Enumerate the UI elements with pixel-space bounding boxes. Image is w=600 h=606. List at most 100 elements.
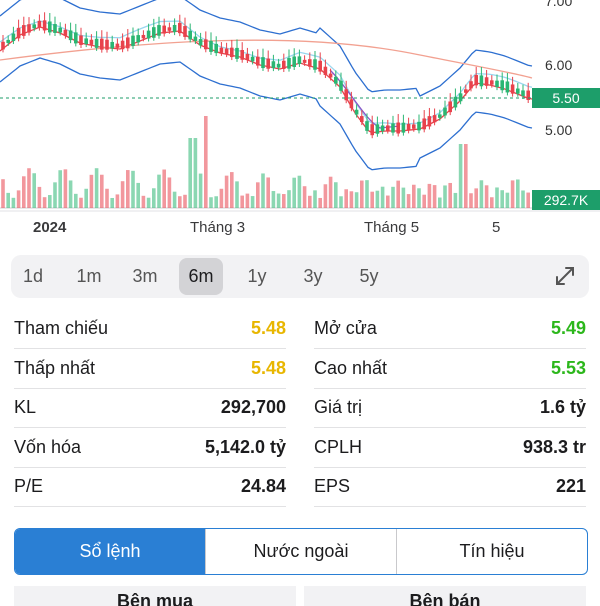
volume-bar [412, 184, 416, 208]
candle-body [282, 60, 286, 69]
volume-bar [74, 193, 78, 208]
volume-bar [443, 185, 447, 208]
volume-bar [146, 197, 151, 208]
volume-bar [458, 144, 463, 208]
y-tick-5: 5.00 [545, 122, 573, 138]
volume-bar [464, 144, 468, 208]
price-chart[interactable] [0, 0, 600, 212]
volume-bar [204, 116, 208, 208]
candle-body [152, 27, 156, 38]
candle-body [406, 123, 411, 131]
tab-foreign[interactable]: Nước ngoài [205, 529, 396, 574]
candle-body [328, 73, 333, 78]
candle-body [495, 80, 499, 88]
candle-body [198, 39, 203, 46]
tab-signals[interactable]: Tín hiệu [396, 529, 587, 574]
volume-bar [453, 192, 458, 208]
volume-bar [100, 174, 104, 208]
volume-bar [42, 197, 47, 208]
candle-body [292, 56, 296, 67]
volume-bar [53, 182, 57, 208]
range-3y[interactable]: 3y [303, 266, 323, 286]
stat-left-value: 5,142.0 tỷ [204, 436, 286, 457]
volume-bar [375, 190, 380, 208]
candle-body [172, 24, 177, 33]
stat-left-value: 5.48 [250, 357, 286, 378]
range-1m[interactable]: 1m [76, 266, 102, 286]
stat-left-row: Thấp nhất 5.48 [14, 350, 286, 389]
volume-bar [79, 197, 83, 208]
candle-body [474, 74, 478, 86]
candle-body [453, 96, 458, 108]
volume-bar [172, 191, 177, 208]
volume-bar [313, 190, 317, 208]
range-3m[interactable]: 3m [132, 266, 158, 286]
stat-right-row: EPS 221 [314, 468, 586, 507]
volume-bar [167, 177, 172, 208]
candle-body [256, 56, 260, 66]
x-label-march: Tháng 3 [190, 219, 246, 236]
candle-body [100, 38, 104, 50]
volume-bar [1, 179, 5, 208]
stat-left-row: KL 292,700 [14, 389, 286, 428]
moving-average-red-line [0, 26, 533, 134]
candle-body [339, 80, 343, 91]
volume-bar [266, 177, 270, 208]
stat-left-label: Vốn hóa [14, 436, 82, 457]
candle-body [427, 116, 432, 127]
candle-body [271, 61, 276, 69]
candle-body [94, 38, 99, 48]
candle-body [443, 107, 447, 116]
stat-right-label: Giá trị [314, 397, 363, 417]
volume-bar [302, 186, 307, 208]
candle-body [6, 39, 10, 43]
stat-right-value: 1.6 tỷ [539, 397, 586, 417]
volume-bar [183, 194, 187, 208]
stat-right-row: Giá trị 1.6 tỷ [314, 389, 586, 428]
candle-body [126, 37, 130, 49]
tab-order-book[interactable]: Sổ lệnh [15, 529, 205, 574]
sell-side-header[interactable]: Bên bán [304, 586, 586, 606]
volume-bar [495, 187, 499, 208]
candle-body [323, 66, 328, 76]
candle-body [1, 41, 5, 50]
candle-body [115, 43, 120, 48]
candle-body [79, 35, 83, 45]
expand-arrows-icon[interactable] [553, 264, 577, 288]
candle-body [120, 40, 125, 50]
candle-body [417, 121, 421, 131]
range-6m[interactable]: 6m [179, 258, 223, 295]
candle-body [375, 124, 380, 134]
range-5y[interactable]: 5y [359, 266, 379, 286]
volume-bar [276, 193, 281, 208]
candle-body [74, 32, 78, 44]
buy-side-header[interactable]: Bên mua [14, 586, 296, 606]
candle-body [464, 89, 468, 93]
candle-body [510, 84, 515, 94]
info-tabs: Sổ lệnh Nước ngoài Tín hiệu [14, 528, 588, 575]
x-label-5: 5 [492, 219, 501, 236]
candle-body [287, 57, 291, 69]
volume-bar [126, 170, 130, 208]
candle-body [245, 53, 250, 60]
x-label-2024: 2024 [33, 219, 67, 236]
candle-body [526, 90, 530, 101]
volume-bar [526, 192, 530, 208]
candle-body [266, 58, 270, 69]
range-1d[interactable]: 1d [22, 266, 44, 286]
candle-body [63, 29, 68, 36]
volume-bar [484, 185, 489, 208]
volume-bar [157, 174, 161, 208]
volume-bar [469, 193, 473, 208]
volume-bar [370, 191, 374, 208]
candle-body [448, 101, 452, 113]
volume-bar [68, 180, 73, 208]
volume-bar [500, 190, 504, 208]
range-1y[interactable]: 1y [247, 266, 267, 286]
volume-bar [427, 183, 432, 208]
volume-bar [245, 193, 250, 208]
stat-right-label: Cao nhất [314, 357, 388, 378]
volume-bar [256, 182, 260, 208]
candle-body [479, 75, 484, 87]
volume-bar [188, 138, 192, 208]
